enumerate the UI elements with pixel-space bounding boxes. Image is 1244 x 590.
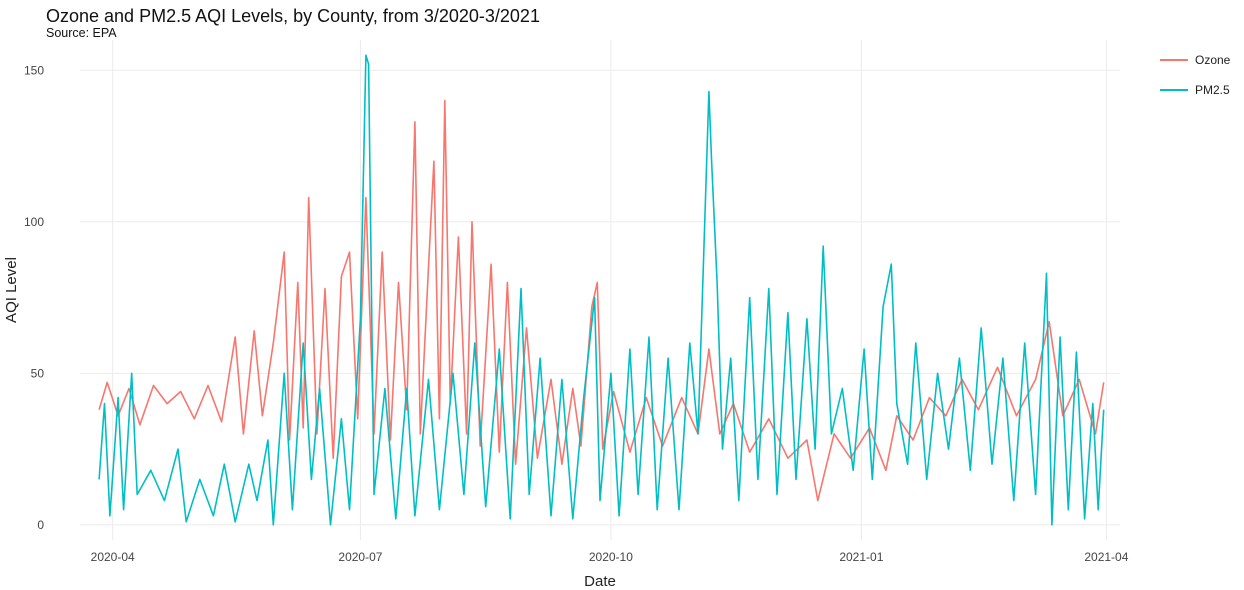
x-axis-title: Date — [584, 573, 616, 590]
chart-subtitle: Source: EPA — [46, 26, 117, 40]
series-layer — [98, 54, 1105, 526]
series-line-ozone — [98, 99, 1105, 502]
axes: Date AQI Level 0 50 100 150 2020-04 2020-07 20… — [3, 63, 1129, 590]
legend: Ozone PM2.5 — [1160, 53, 1231, 97]
legend-label: PM2.5 — [1195, 83, 1230, 97]
grid — [80, 40, 1120, 540]
series-line-pm2-5 — [98, 54, 1105, 526]
x-tick-label: 2020-04 — [91, 550, 135, 564]
y-axis-title: AQI Level — [3, 257, 20, 323]
y-tick-label: 150 — [24, 63, 44, 77]
y-tick-label: 50 — [31, 366, 45, 380]
y-tick-label: 100 — [24, 215, 44, 229]
x-tick-label: 2020-10 — [589, 550, 633, 564]
chart-title: Ozone and PM2.5 AQI Levels, by County, f… — [46, 6, 540, 26]
x-tick-label: 2020-07 — [338, 550, 382, 564]
legend-label: Ozone — [1195, 53, 1231, 67]
x-tick-label: 2021-04 — [1084, 550, 1128, 564]
y-tick-label: 0 — [37, 518, 44, 532]
x-tick-label: 2021-01 — [839, 550, 883, 564]
